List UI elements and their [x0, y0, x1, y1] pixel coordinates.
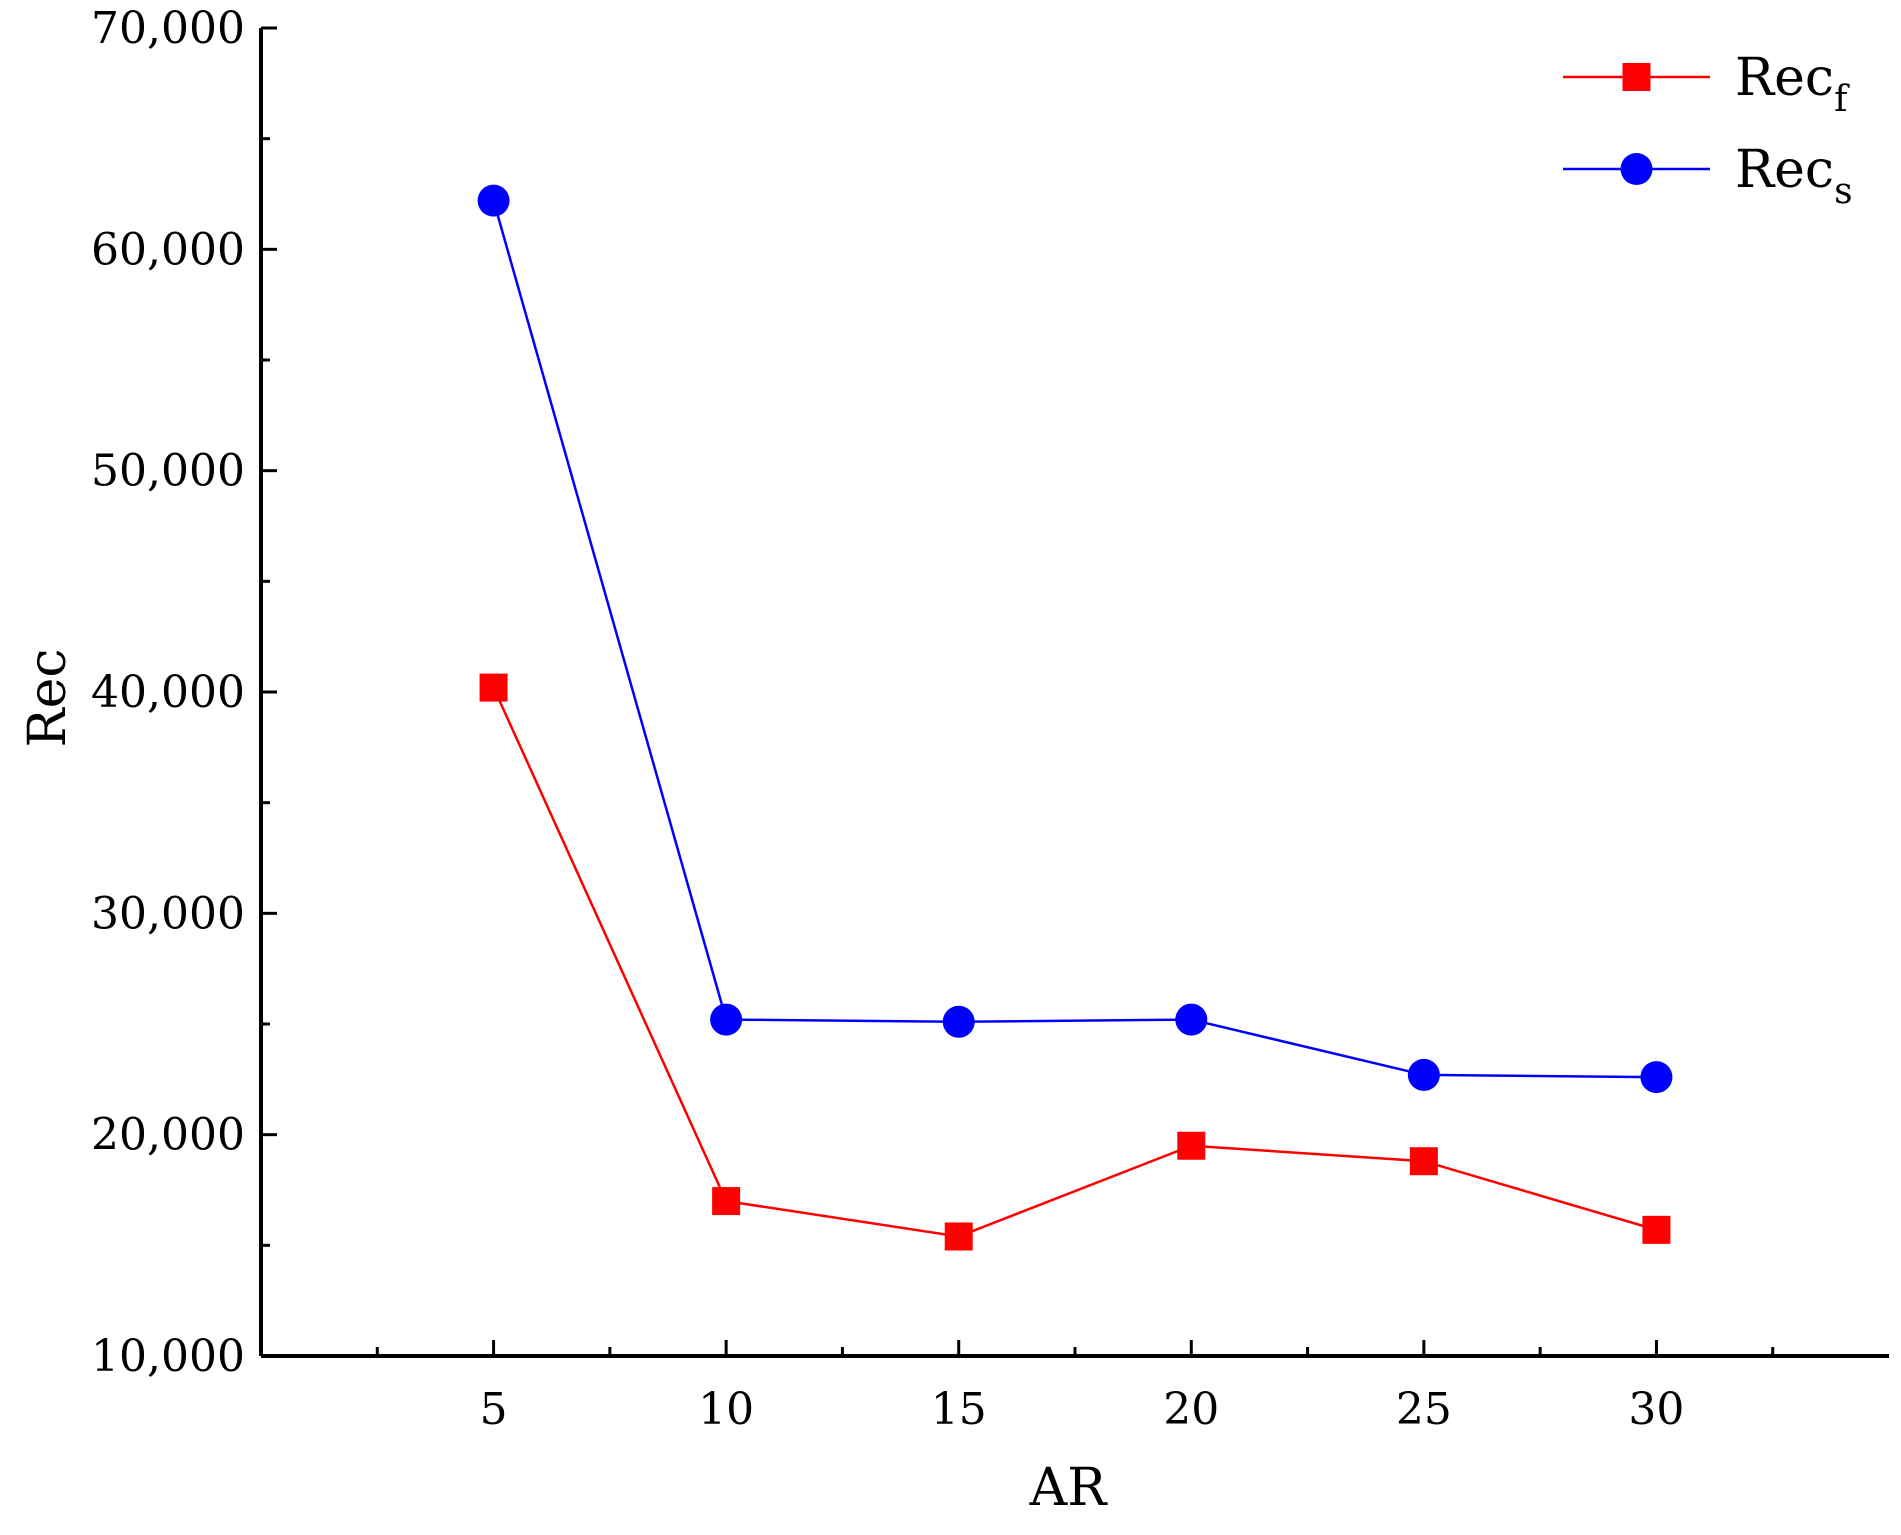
- data-point-circle: [477, 184, 510, 217]
- data-point-square: [1177, 1131, 1206, 1160]
- series-layer: [477, 184, 1673, 1251]
- data-point-square: [944, 1222, 973, 1251]
- x-tick-label: 5: [480, 1384, 508, 1435]
- data-point-circle: [1640, 1061, 1673, 1094]
- legend-label-subscript: f: [1834, 79, 1850, 120]
- data-point-circle: [1407, 1058, 1440, 1091]
- series-line-rec-f: [492, 687, 1657, 1238]
- data-point-square: [479, 673, 508, 702]
- y-tick-label: 10,000: [91, 1331, 245, 1382]
- y-tick-label: 70,000: [91, 3, 245, 54]
- y-tick-label: 20,000: [91, 1110, 245, 1161]
- x-tick-label: 25: [1396, 1384, 1452, 1435]
- ticks: 10,000 20,000 30,000 40,000 50,000 60,000 70,0…: [91, 3, 1775, 1435]
- legend-label: Recf: [1735, 48, 1850, 120]
- x-axis-title: AR: [1029, 1458, 1109, 1518]
- legend-label-base: Rec: [1735, 140, 1834, 200]
- y-tick-label: 30,000: [91, 888, 245, 939]
- legend-label-subscript: s: [1834, 171, 1852, 212]
- legend-marker-square: [1622, 63, 1651, 91]
- data-point-circle: [710, 1003, 743, 1036]
- y-axis-title: Rec: [18, 648, 78, 747]
- x-tick-label: 10: [698, 1384, 754, 1435]
- y-tick-label: 40,000: [91, 667, 245, 718]
- data-point-square: [1409, 1147, 1438, 1176]
- x-tick-label: 30: [1628, 1384, 1684, 1435]
- legend-marker-circle: [1620, 153, 1653, 185]
- x-tick-label: 20: [1163, 1384, 1219, 1435]
- series-line-rec-s: [492, 200, 1657, 1079]
- data-point-square: [1642, 1215, 1671, 1244]
- data-point-circle: [1175, 1003, 1208, 1036]
- legend-label-base: Rec: [1735, 48, 1834, 108]
- x-tick-label: 15: [931, 1384, 987, 1435]
- legend-label: Recs: [1735, 140, 1853, 212]
- y-tick-label: 50,000: [91, 446, 245, 497]
- data-point-square: [712, 1187, 741, 1216]
- y-tick-label: 60,000: [91, 224, 245, 275]
- data-point-circle: [942, 1005, 975, 1038]
